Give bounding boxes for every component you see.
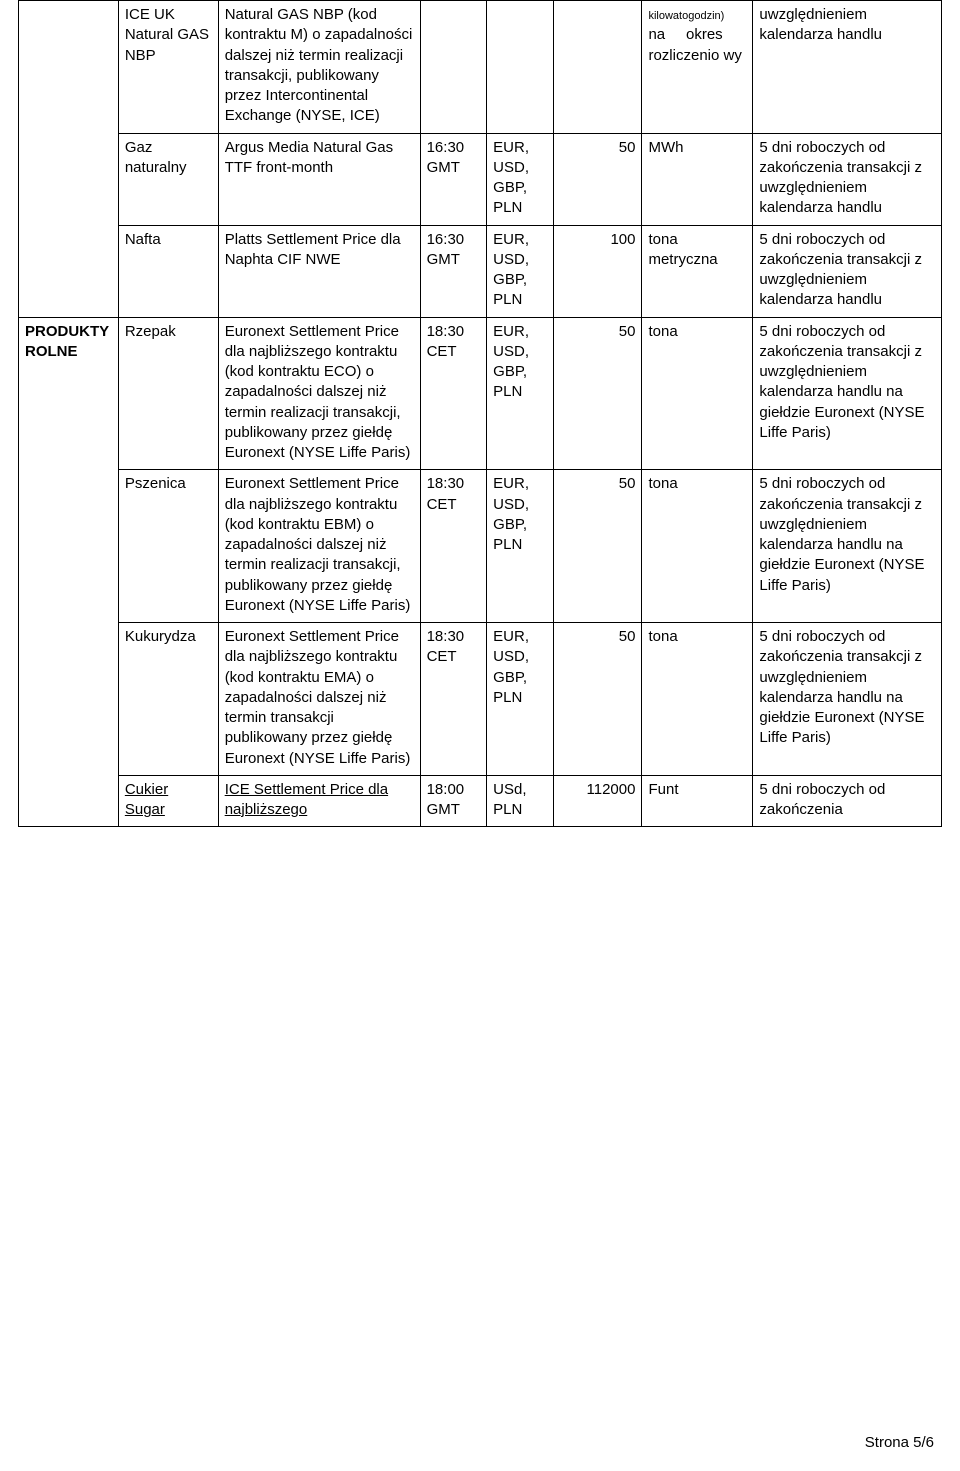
cell-qty: 50 xyxy=(553,317,642,470)
page: ICE UK Natural GAS NBP Natural GAS NBP (… xyxy=(0,0,960,1471)
cell-product: Rzepak xyxy=(118,317,218,470)
cell-ccy: EUR, USD, GBP, PLN xyxy=(487,133,554,225)
data-table: ICE UK Natural GAS NBP Natural GAS NBP (… xyxy=(18,0,942,827)
cell-time: 18:30 CET xyxy=(420,470,487,623)
page-footer: Strona 5/6 xyxy=(865,1434,934,1451)
cukier-label: Cukier Sugar xyxy=(125,781,168,818)
cell-time: 18:30 CET xyxy=(420,317,487,470)
table-row: ICE UK Natural GAS NBP Natural GAS NBP (… xyxy=(19,1,942,134)
cell-unit: tona xyxy=(642,317,753,470)
cell-unit: MWh xyxy=(642,133,753,225)
cell-time: 18:00 GMT xyxy=(420,775,487,827)
cell-unit: tona xyxy=(642,623,753,776)
cell-qty: 50 xyxy=(553,133,642,225)
cell-desc: Euronext Settlement Price dla najbliższe… xyxy=(218,623,420,776)
cell-category: PRODUKTY ROLNE xyxy=(19,317,119,827)
cell-desc: Euronext Settlement Price dla najbliższe… xyxy=(218,470,420,623)
cell-product: Gaz naturalny xyxy=(118,133,218,225)
cell-time: 16:30 GMT xyxy=(420,133,487,225)
cell-settle: 5 dni roboczych od zakończenia transakcj… xyxy=(753,317,942,470)
cukier-desc: ICE Settlement Price dla najbliższego xyxy=(225,781,388,818)
cell-ccy: EUR, USD, GBP, PLN xyxy=(487,317,554,470)
unit-rest: na okres rozliczenio wy xyxy=(648,25,746,66)
cell-category-blank xyxy=(19,1,119,318)
cell-unit: tona xyxy=(642,470,753,623)
cell-settle: uwzględnieniem kalendarza handlu xyxy=(753,1,942,134)
unit-small: kilowatogodzin) xyxy=(648,10,724,22)
cell-time xyxy=(420,1,487,134)
table-row: Kukurydza Euronext Settlement Price dla … xyxy=(19,623,942,776)
cell-product: Nafta xyxy=(118,225,218,317)
cell-time: 18:30 CET xyxy=(420,623,487,776)
cell-desc: Natural GAS NBP (kod kontraktu M) o zapa… xyxy=(218,1,420,134)
cell-unit: Funt xyxy=(642,775,753,827)
cell-product: Kukurydza xyxy=(118,623,218,776)
cell-ccy: EUR, USD, GBP, PLN xyxy=(487,225,554,317)
cell-unit: tona metryczna xyxy=(642,225,753,317)
cell-ccy xyxy=(487,1,554,134)
table-row: Pszenica Euronext Settlement Price dla n… xyxy=(19,470,942,623)
cell-ccy: EUR, USD, GBP, PLN xyxy=(487,623,554,776)
cell-desc: Argus Media Natural Gas TTF front-month xyxy=(218,133,420,225)
cell-ccy: USd, PLN xyxy=(487,775,554,827)
cell-product: Pszenica xyxy=(118,470,218,623)
cell-desc: Platts Settlement Price dla Naphta CIF N… xyxy=(218,225,420,317)
cell-unit: kilowatogodzin) na okres rozliczenio wy xyxy=(642,1,753,134)
cell-desc: ICE Settlement Price dla najbliższego xyxy=(218,775,420,827)
cell-qty: 50 xyxy=(553,623,642,776)
cell-qty xyxy=(553,1,642,134)
cell-settle: 5 dni roboczych od zakończenia transakcj… xyxy=(753,133,942,225)
cell-settle: 5 dni roboczych od zakończenia transakcj… xyxy=(753,470,942,623)
cell-qty: 112000 xyxy=(553,775,642,827)
cell-settle: 5 dni roboczych od zakończenia transakcj… xyxy=(753,225,942,317)
cell-qty: 100 xyxy=(553,225,642,317)
cell-product: ICE UK Natural GAS NBP xyxy=(118,1,218,134)
cell-time: 16:30 GMT xyxy=(420,225,487,317)
table-row: Nafta Platts Settlement Price dla Naphta… xyxy=(19,225,942,317)
cell-product: Cukier Sugar xyxy=(118,775,218,827)
table-row: Gaz naturalny Argus Media Natural Gas TT… xyxy=(19,133,942,225)
table-row: PRODUKTY ROLNE Rzepak Euronext Settlemen… xyxy=(19,317,942,470)
cell-ccy: EUR, USD, GBP, PLN xyxy=(487,470,554,623)
cell-settle: 5 dni roboczych od zakończenia xyxy=(753,775,942,827)
cell-qty: 50 xyxy=(553,470,642,623)
cell-desc: Euronext Settlement Price dla najbliższe… xyxy=(218,317,420,470)
table-row: Cukier Sugar ICE Settlement Price dla na… xyxy=(19,775,942,827)
cell-settle: 5 dni roboczych od zakończenia transakcj… xyxy=(753,623,942,776)
